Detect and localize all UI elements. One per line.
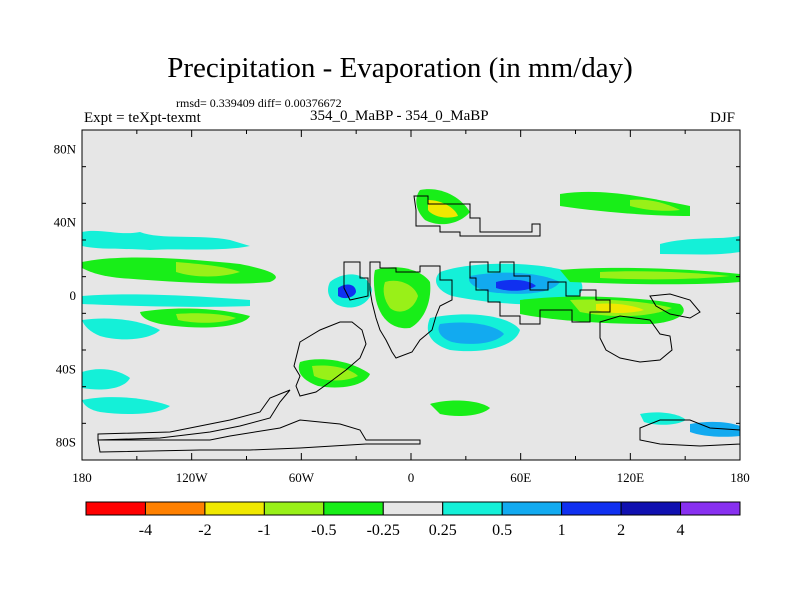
colorbar-label: 0.5 <box>492 522 512 539</box>
x-tick-label: 0 <box>408 470 415 485</box>
colorbar-label: 2 <box>617 522 625 539</box>
contour-indian-ocean-wet-core <box>496 279 536 291</box>
colorbar-label: -0.5 <box>311 522 336 539</box>
coastline-antarctica-west <box>97 389 291 441</box>
x-tick-label: 60W <box>289 470 315 485</box>
runs-label: 354_0_MaBP - 354_0_MaBP <box>310 108 489 124</box>
coastline-arabia-india <box>469 261 611 325</box>
season-label: DJF <box>710 110 736 126</box>
contour-sh-east-dry-core <box>596 303 644 313</box>
colorbar-swatch <box>323 501 384 516</box>
x-tick-label: 180 <box>72 470 92 485</box>
coastline-africa <box>369 261 453 359</box>
contour-sh-central-wet-mid <box>438 322 504 344</box>
y-axis-labels: 80N 40N 0 40S 80S <box>54 141 77 449</box>
colorbar-label: 1 <box>558 522 566 539</box>
x-tick-label: 120W <box>176 470 209 485</box>
colorbar-swatch <box>382 501 444 516</box>
contour-sh-ocean-band-4 <box>690 421 740 437</box>
contour-sh-ocean-band-5 <box>640 412 686 425</box>
contour-africa-dry-inner <box>383 280 418 312</box>
colorbar-label: 4 <box>677 522 685 539</box>
x-tick-label: 60E <box>510 470 531 485</box>
colorbar-label: -1 <box>258 522 271 539</box>
axis-ticks <box>81 129 741 461</box>
x-axis-labels: 180 120W 60W 0 60E 120E 180 <box>72 470 750 485</box>
coastline-antarctica <box>97 419 421 453</box>
y-tick-label: 80N <box>54 141 77 156</box>
contour-fields <box>82 189 740 437</box>
y-tick-label: 80S <box>56 435 76 450</box>
colorbar-label: 0.25 <box>429 522 457 539</box>
contour-sa-south-dry-inner <box>312 365 358 381</box>
colorbar-label: -0.25 <box>367 522 400 539</box>
colorbar-swatch <box>680 501 741 516</box>
coastline-se-asia <box>649 293 701 319</box>
y-tick-label: 40N <box>54 215 77 230</box>
coastline-australia <box>599 315 673 363</box>
coastlines <box>97 195 741 453</box>
contour-nh-band-east <box>660 236 740 255</box>
contour-nh-band-west <box>82 230 250 250</box>
contour-sh-ocean-band <box>82 369 130 390</box>
experiment-label: Expt = teXpt-texmt <box>84 110 201 126</box>
coastline-europe <box>413 195 541 237</box>
colorbar-label: -2 <box>198 522 211 539</box>
y-tick-label: 0 <box>70 288 77 303</box>
contour-nh-tropic-west-low <box>176 262 240 277</box>
colorbar-swatch <box>85 501 146 516</box>
colorbar-swatch <box>263 501 325 516</box>
rmsd-diff-stats: rmsd= 0.339409 diff= 0.00376672 <box>176 96 342 110</box>
contour-eq-pacific-band-inner <box>600 271 730 280</box>
colorbar-swatch <box>442 501 503 516</box>
contour-sh-west-wet <box>82 318 160 340</box>
colorbar-label: -4 <box>139 522 152 539</box>
contour-sh-ocean-band-3 <box>430 400 490 416</box>
colorbar-swatch <box>501 501 563 516</box>
colorbar-swatch <box>561 501 622 516</box>
contour-eq-atlantic-core <box>338 284 356 299</box>
y-tick-label: 40S <box>56 361 76 376</box>
x-tick-label: 180 <box>730 470 750 485</box>
contour-eq-west-band <box>82 294 250 307</box>
colorbar-labels: -4 -2 -1 -0.5 -0.25 0.25 0.5 1 2 4 <box>139 522 685 539</box>
contour-sh-west-dry-inner <box>176 313 236 323</box>
colorbar-swatch <box>620 501 682 516</box>
colorbar-swatch <box>144 501 206 516</box>
x-tick-label: 120E <box>617 470 645 485</box>
contour-sh-ocean-band-2 <box>82 397 170 414</box>
colorbar <box>85 501 741 516</box>
coastline-north-america <box>343 261 369 301</box>
colorbar-swatch <box>204 501 265 516</box>
plot-title: Precipitation - Evaporation (in mm/day) <box>167 52 633 84</box>
contour-nh-east-band-inner <box>630 199 680 211</box>
coastline-south-america <box>293 321 367 397</box>
